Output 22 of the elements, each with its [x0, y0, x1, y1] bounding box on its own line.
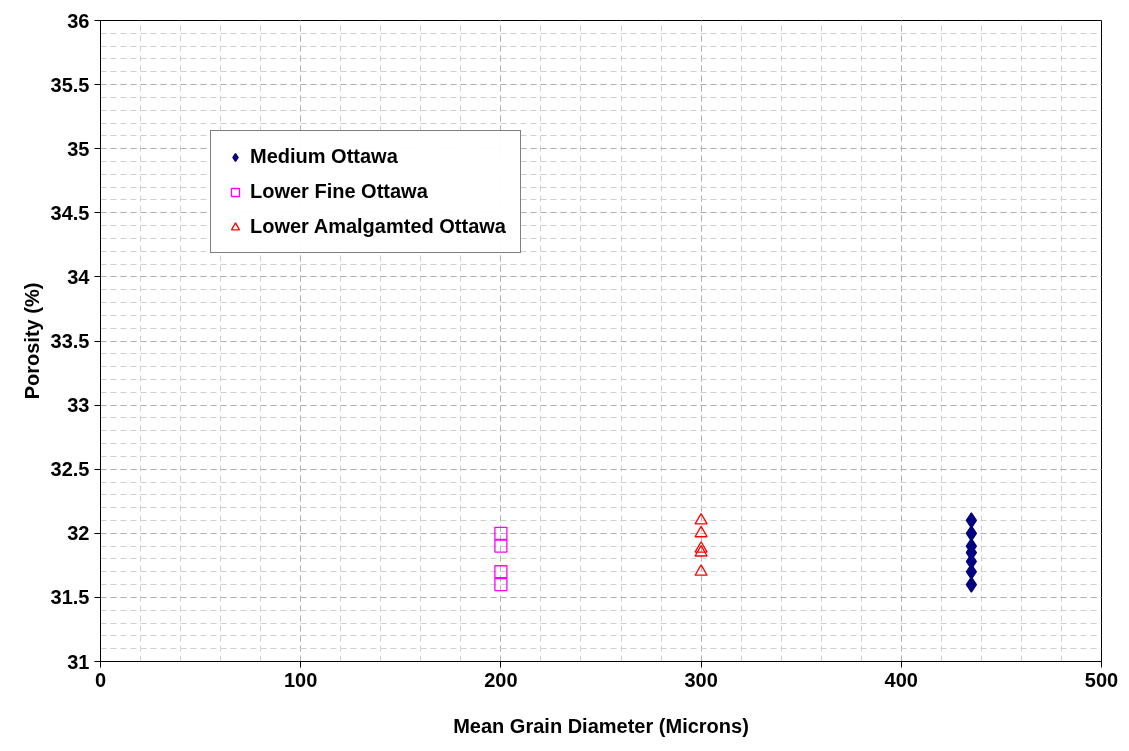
legend-label: Lower Amalgamted Ottawa — [250, 215, 506, 238]
y-tick-label: 31.5 — [50, 586, 90, 609]
y-tick-label: 35.5 — [50, 73, 90, 96]
x-tick-label: 100 — [284, 668, 318, 691]
y-tick-label: 36 — [67, 9, 90, 32]
x-tick-label: 200 — [484, 668, 518, 691]
y-tick-label: 31 — [67, 650, 90, 673]
y-tick-label: 32.5 — [50, 458, 90, 481]
x-tick-label: 300 — [684, 668, 718, 691]
y-tick-label: 32 — [67, 522, 90, 545]
legend-label: Lower Fine Ottawa — [250, 180, 428, 203]
x-tick-label: 500 — [1084, 668, 1119, 691]
y-tick-label: 34 — [67, 265, 91, 288]
x-tick-label: 400 — [884, 668, 918, 691]
y-tick-label: 33.5 — [50, 330, 90, 352]
y-tick-label: 33 — [67, 394, 90, 417]
x-axis-title: Mean Grain Diameter (Microns) — [453, 714, 749, 737]
x-tick-label: 0 — [94, 668, 107, 691]
y-axis-title: Porosity (%) — [20, 282, 43, 400]
y-tick-label: 35 — [67, 137, 90, 160]
legend-label: Medium Ottawa — [250, 145, 398, 168]
y-tick-label: 34.5 — [50, 201, 90, 224]
